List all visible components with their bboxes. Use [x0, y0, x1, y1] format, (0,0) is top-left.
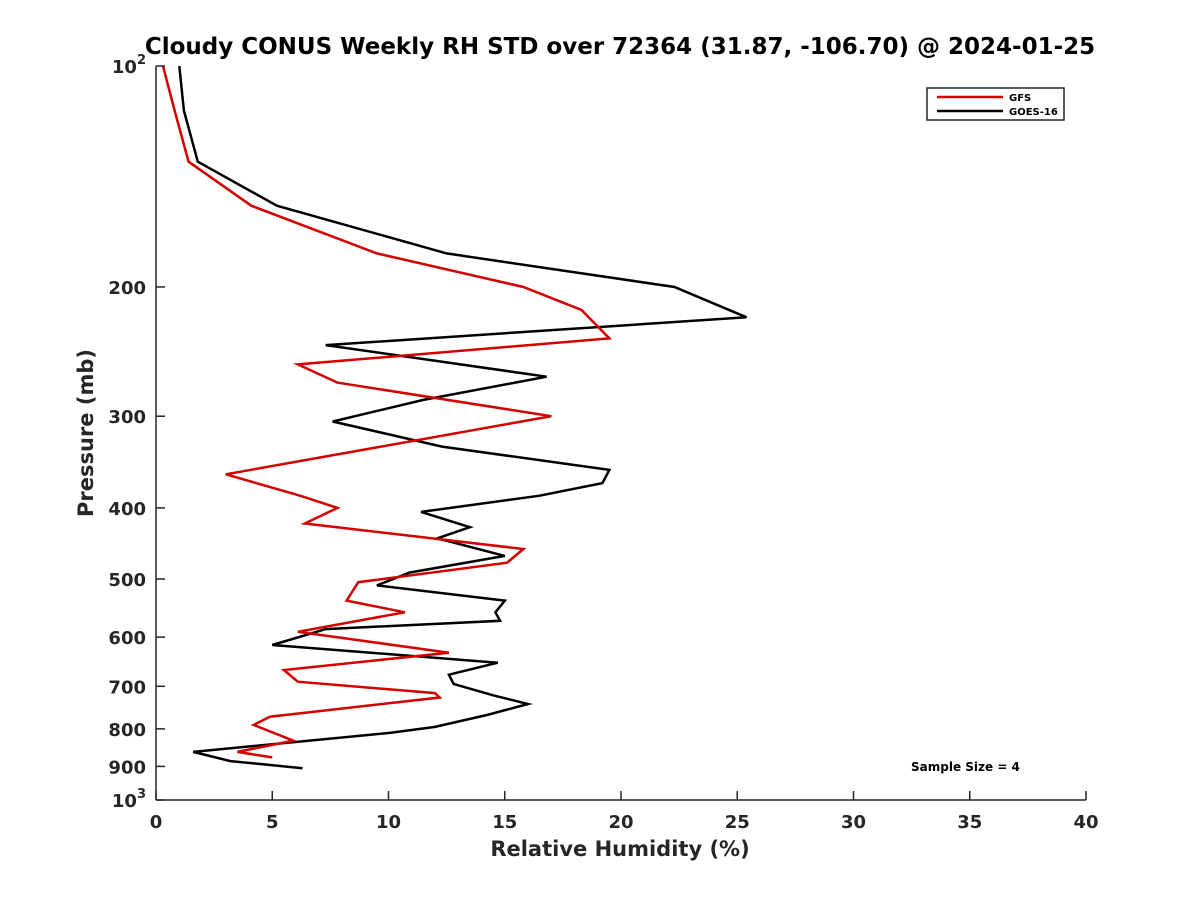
series-line-1: [178, 65, 747, 770]
series-line-0: [161, 65, 613, 759]
y-tick-label: 103: [112, 787, 146, 812]
chart-title: Cloudy CONUS Weekly RH STD over 72364 (3…: [145, 34, 1095, 60]
x-tick-label: 0: [150, 812, 163, 833]
y-tick-label: 200: [108, 278, 146, 299]
x-tick-label: 20: [608, 812, 633, 833]
y-tick-label: 300: [108, 407, 146, 428]
x-tick-label: 40: [1073, 812, 1098, 833]
y-tick-label: 400: [108, 499, 146, 520]
x-tick-label: 15: [492, 812, 517, 833]
legend-box: [926, 87, 1065, 121]
x-tick-label: 5: [266, 812, 279, 833]
x-tick-label: 10: [376, 812, 401, 833]
x-tick-label: 30: [841, 812, 866, 833]
legend: GFS GOES-16: [926, 87, 1065, 121]
legend-label-1: GOES-16: [1009, 107, 1058, 118]
y-tick-label: 900: [108, 757, 146, 778]
y-tick-label: 700: [108, 677, 146, 698]
y-tick-label: 102: [112, 53, 146, 78]
ticks-layer: 0 5 10 15 20 25 30 35 40 102 200 300 400 500 600 700 800…: [108, 53, 1098, 833]
x-tick-label: 35: [957, 812, 982, 833]
x-tick-label: 25: [725, 812, 750, 833]
sample-size-annotation: Sample Size = 4: [911, 760, 1020, 774]
series-layer: [161, 65, 747, 770]
y-tick-label: 600: [108, 628, 146, 649]
axes-layer: [155, 66, 1086, 801]
y-tick-label: 500: [108, 570, 146, 591]
x-axis-label: Relative Humidity (%): [490, 837, 749, 861]
y-tick-label: 800: [108, 720, 146, 741]
y-axis-label: Pressure (mb): [74, 349, 98, 517]
legend-label-0: GFS: [1009, 93, 1031, 104]
